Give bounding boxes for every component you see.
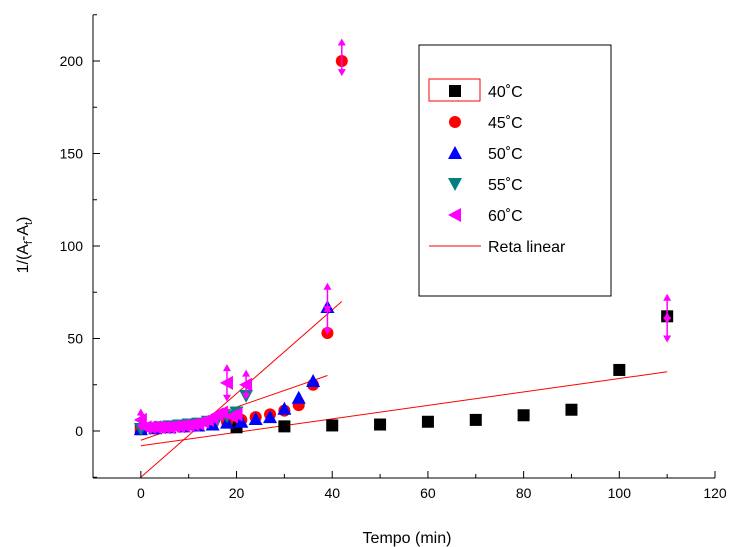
y-axis-title: 1/(Af-At)	[15, 217, 35, 274]
fit-line	[140, 301, 343, 478]
legend-label: 50˚C	[488, 146, 523, 163]
error-bar-cap	[663, 293, 672, 301]
x-tick-label: 0	[137, 485, 145, 501]
error-bar-cap	[337, 69, 346, 77]
legend-marker	[448, 208, 461, 222]
legend-label: 45˚C	[488, 115, 523, 132]
fit-line	[140, 371, 668, 447]
data-point	[277, 401, 292, 415]
legend-marker	[449, 116, 461, 128]
y-axis-title-part-1: 1/(A	[15, 244, 32, 274]
error-bar-cap	[136, 408, 145, 416]
data-point	[234, 414, 249, 428]
error-bar-cap	[242, 392, 251, 400]
data-point	[278, 420, 291, 433]
error-bar-cap	[242, 369, 251, 377]
data-point	[306, 374, 321, 388]
legend-marker	[448, 178, 462, 191]
error-bar-cap	[222, 364, 231, 372]
legend: 40˚C 45˚C 50˚C 55˚C 60˚C Reta linear	[418, 44, 612, 297]
legend-highlight	[428, 78, 481, 102]
legend-label: 40˚C	[488, 84, 523, 101]
legend-box	[418, 44, 612, 297]
x-tick-label: 60	[420, 485, 436, 501]
error-bar-cap	[663, 312, 672, 320]
y-tick-label: 0	[75, 423, 83, 439]
error-bar-cap	[337, 38, 346, 46]
error-bar-cap	[136, 424, 145, 432]
legend-marker	[448, 146, 462, 159]
data-point	[326, 419, 339, 432]
x-tick-label: 80	[516, 485, 532, 501]
data-point	[421, 415, 434, 428]
legend-label: Reta linear	[488, 239, 566, 256]
plot-area	[133, 38, 674, 478]
data-point	[469, 413, 482, 426]
x-tick-label: 40	[324, 485, 340, 501]
data-point	[291, 390, 306, 404]
y-tick-label: 150	[60, 146, 84, 162]
y-tick-label: 200	[60, 53, 84, 69]
data-point	[565, 403, 578, 416]
y-axis-title-sub-1: f	[23, 240, 35, 244]
y-axis-title-sub-2: t	[23, 222, 35, 225]
error-bar-cap	[323, 328, 332, 336]
y-axis-title-part-2: -A	[15, 225, 32, 241]
legend-label: 60˚C	[488, 208, 523, 225]
legend-label: 55˚C	[488, 177, 523, 194]
data-point	[374, 418, 387, 431]
data-point	[613, 363, 626, 376]
data-point	[229, 407, 243, 422]
axes: 0 20 40 60 80 100 120 0 50 100 150 200	[60, 14, 727, 501]
data-point	[263, 410, 278, 424]
data-point	[215, 405, 229, 420]
error-bar-cap	[323, 304, 332, 312]
y-tick-label: 100	[60, 238, 84, 254]
error-bar-cap	[663, 335, 672, 343]
error-bar-cap	[323, 282, 332, 290]
x-tick-label: 100	[608, 485, 632, 501]
x-tick-label: 20	[229, 485, 245, 501]
y-axis-title-part-3: )	[15, 217, 32, 222]
legend-marker	[449, 85, 461, 97]
data-point	[248, 411, 263, 425]
y-tick-label: 50	[67, 331, 83, 347]
data-point	[517, 409, 530, 422]
x-tick-label: 120	[703, 485, 727, 501]
error-bar-cap	[222, 394, 231, 402]
x-axis-title: Tempo (min)	[363, 530, 452, 547]
